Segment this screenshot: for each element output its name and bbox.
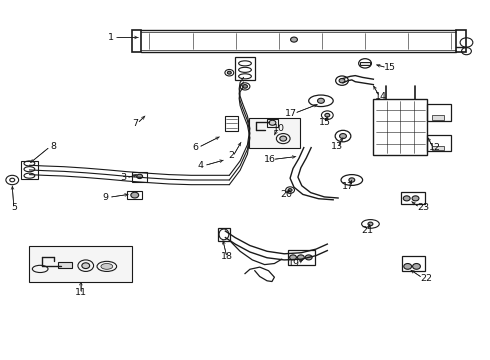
Bar <box>373 99 427 155</box>
Bar <box>132 30 141 52</box>
Text: 6: 6 <box>192 143 198 152</box>
Text: 17: 17 <box>285 109 297 118</box>
Text: 15: 15 <box>319 117 331 127</box>
Bar <box>132 172 147 182</box>
Bar <box>360 62 370 65</box>
Text: 8: 8 <box>50 142 56 151</box>
Bar <box>432 146 444 150</box>
Text: 23: 23 <box>417 203 429 212</box>
Circle shape <box>82 263 90 269</box>
Circle shape <box>349 178 355 182</box>
Bar <box>218 228 230 241</box>
Bar <box>288 250 315 265</box>
Text: 14: 14 <box>375 92 387 101</box>
Text: 21: 21 <box>361 225 373 235</box>
Text: 12: 12 <box>428 143 441 152</box>
Text: 22: 22 <box>420 274 432 283</box>
Text: 18: 18 <box>221 252 233 261</box>
Circle shape <box>291 37 297 42</box>
Circle shape <box>403 196 410 201</box>
Text: 4: 4 <box>198 161 204 170</box>
Circle shape <box>288 189 292 192</box>
Circle shape <box>297 255 304 260</box>
Text: 15: 15 <box>384 63 396 72</box>
Text: 1: 1 <box>108 33 114 42</box>
Text: 13: 13 <box>331 142 343 151</box>
Bar <box>401 192 425 204</box>
Circle shape <box>325 113 330 117</box>
Circle shape <box>339 78 345 83</box>
Bar <box>427 135 451 151</box>
Text: 19: 19 <box>288 259 300 268</box>
Bar <box>225 116 238 131</box>
Circle shape <box>368 222 373 226</box>
Text: 9: 9 <box>103 193 109 202</box>
Circle shape <box>137 174 143 179</box>
Bar <box>427 104 451 121</box>
Ellipse shape <box>101 264 113 269</box>
Circle shape <box>305 255 312 260</box>
Text: 10: 10 <box>273 124 285 133</box>
Text: 20: 20 <box>280 190 293 199</box>
Circle shape <box>290 255 296 260</box>
Circle shape <box>131 192 139 198</box>
Text: 2: 2 <box>229 152 235 161</box>
Circle shape <box>227 71 231 74</box>
Bar <box>21 161 38 179</box>
Text: 16: 16 <box>264 155 275 164</box>
Bar <box>29 246 132 282</box>
Circle shape <box>340 134 346 139</box>
Bar <box>58 262 72 268</box>
Text: 11: 11 <box>75 288 87 297</box>
Circle shape <box>243 85 247 88</box>
Circle shape <box>413 264 420 269</box>
Circle shape <box>412 196 419 201</box>
Text: 5: 5 <box>11 203 17 212</box>
Bar <box>249 118 300 148</box>
Bar <box>402 256 425 271</box>
Text: 7: 7 <box>132 119 138 128</box>
Text: 17: 17 <box>342 182 354 191</box>
Circle shape <box>318 98 324 103</box>
Bar <box>235 57 255 80</box>
Circle shape <box>404 264 412 269</box>
Bar <box>432 115 444 120</box>
Circle shape <box>269 120 276 125</box>
Bar <box>267 119 278 127</box>
Bar <box>456 30 466 52</box>
Bar <box>127 191 142 199</box>
Text: 3: 3 <box>120 174 126 183</box>
Circle shape <box>280 136 287 141</box>
